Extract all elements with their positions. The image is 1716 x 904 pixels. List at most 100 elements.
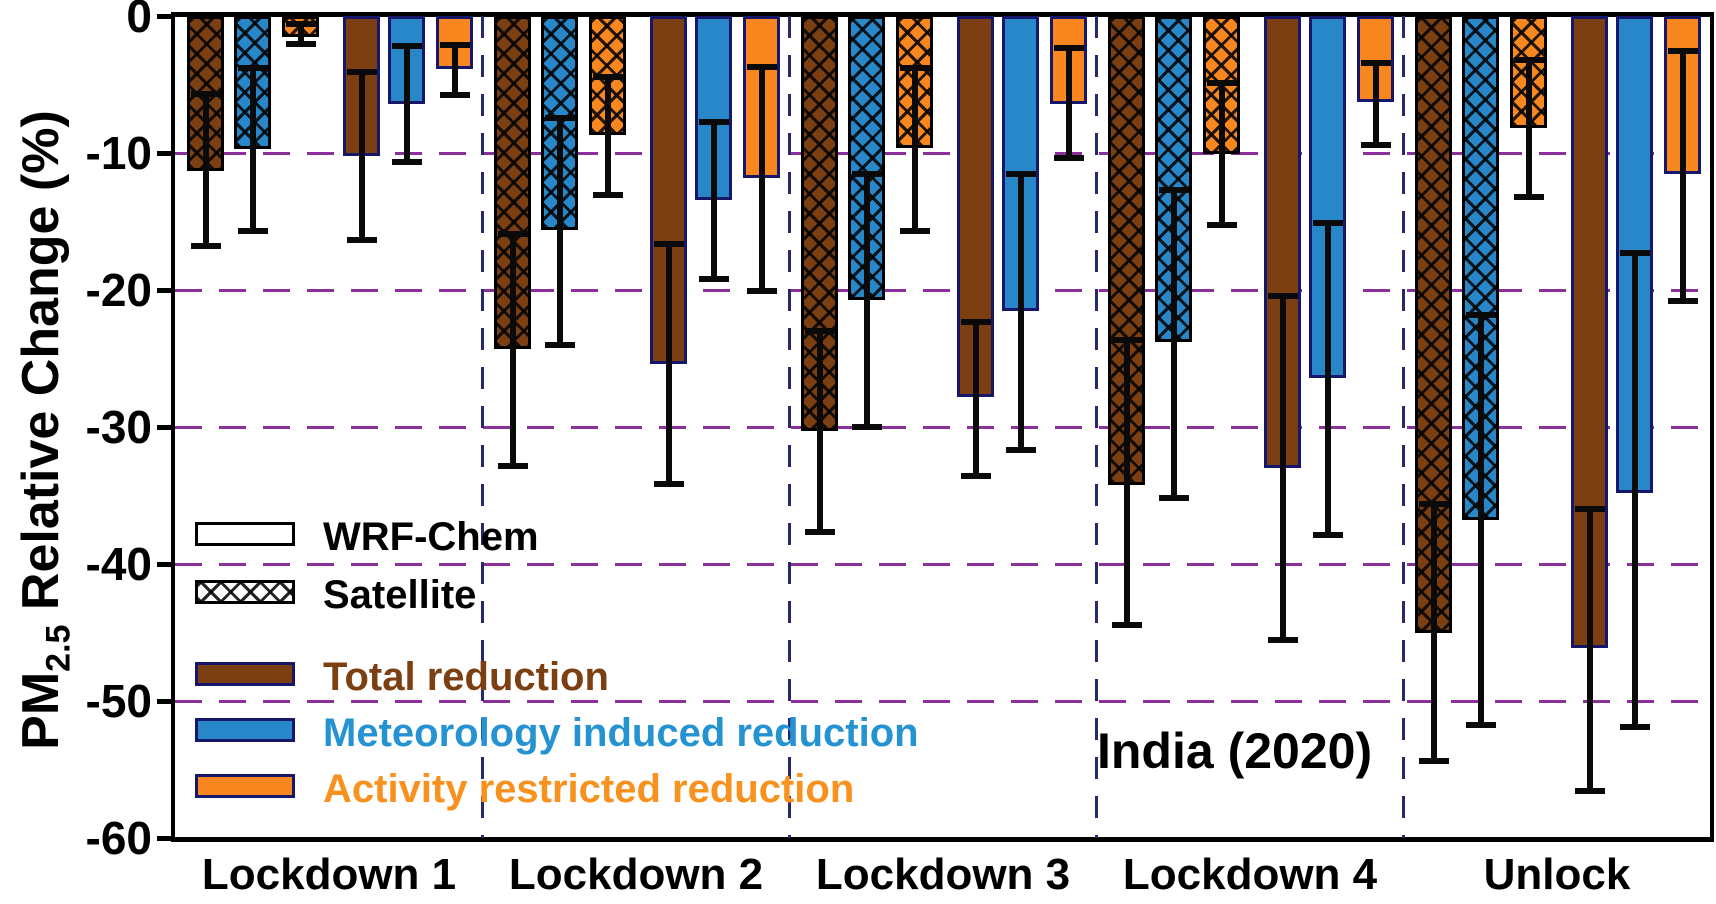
error-bar-cap-top: [1206, 80, 1237, 87]
error-bar-stem: [202, 91, 209, 249]
error-bar: [1513, 57, 1544, 200]
error-bar-cap-bottom: [1418, 758, 1449, 764]
error-bar-stem: [556, 114, 563, 348]
error-bar-stem: [451, 42, 458, 99]
plot-area: WRF-Chem Satellite Total reduction Meteo…: [175, 16, 1710, 838]
error-bar-stem: [1170, 187, 1177, 501]
error-bar-cap-top: [544, 114, 575, 121]
error-bar-cap-top: [1005, 170, 1036, 177]
bar-satellite-total-reduction-group5: [1414, 16, 1453, 633]
error-bar-stem: [1017, 170, 1024, 454]
error-bar-stem: [665, 240, 672, 488]
error-bar-cap-top: [1574, 506, 1605, 513]
error-bar-cap-bottom: [1267, 637, 1298, 644]
error-bar-cap-top: [746, 63, 777, 70]
x-tick-label-lockdown-1: Lockdown 1: [201, 850, 457, 899]
bars-layer: [175, 16, 1710, 838]
y-tickmark--20: [157, 287, 175, 293]
bar-wrf-chem-total-reduction-group5: [1570, 16, 1609, 648]
error-bar: [1312, 220, 1343, 538]
group-divider: [1094, 16, 1098, 838]
error-bar-cap-bottom: [544, 341, 575, 348]
error-bar-stem: [972, 318, 979, 480]
error-bar: [1360, 59, 1391, 148]
error-bar-cap-top: [1465, 311, 1496, 318]
error-bar-cap-bottom: [1053, 155, 1084, 162]
y-tickmark--60: [157, 835, 175, 841]
error-bar-stem: [1430, 500, 1437, 764]
error-bar-cap-top: [439, 42, 470, 49]
error-bar-cap-top: [804, 328, 835, 335]
error-bar-stem: [710, 118, 717, 282]
error-bar-cap-bottom: [960, 473, 991, 480]
error-bar-cap-bottom: [497, 463, 528, 470]
error-bar: [1206, 80, 1237, 229]
error-bar-stem: [1324, 220, 1331, 538]
grid-layer: [175, 16, 1710, 838]
error-bar-cap-top: [851, 170, 882, 177]
error-bar-cap-top: [1312, 220, 1343, 227]
error-bar-cap-bottom: [391, 159, 422, 166]
error-bar-stem: [1586, 506, 1593, 795]
gridline--50: [175, 699, 1710, 703]
y-tick-label-minus10: -10: [85, 127, 152, 179]
error-bar: [899, 65, 930, 234]
y-tickmark--50: [157, 698, 175, 704]
error-bar-stem: [1525, 57, 1532, 200]
group-divider: [480, 16, 484, 838]
y-tickmark--10: [157, 150, 175, 156]
legend-label: Activity restricted reduction: [323, 767, 855, 811]
error-bar-cap-bottom: [1667, 297, 1698, 304]
legend-swatch-meteorology-reduction: [195, 718, 295, 742]
y-tickmark--30: [157, 424, 175, 430]
error-bar-cap-top: [1158, 187, 1189, 194]
plot-frame: [171, 12, 1714, 842]
error-bar-cap-top: [653, 240, 684, 247]
error-bar-cap-top: [1619, 250, 1650, 257]
error-bar-cap-top: [1360, 59, 1391, 66]
error-bar-cap-top: [1053, 44, 1084, 51]
error-bar-cap-bottom: [190, 242, 221, 249]
error-bar-stem: [816, 328, 823, 536]
y-tick-label-minus60: -60: [85, 812, 152, 864]
error-bar-cap-bottom: [237, 227, 268, 234]
y-tick-label-0: 0: [126, 0, 152, 42]
error-bar-cap-bottom: [592, 192, 623, 199]
error-bar-cap-bottom: [1005, 447, 1036, 454]
error-bar: [439, 42, 470, 99]
error-bar-stem: [1279, 292, 1286, 644]
error-bar-cap-bottom: [1206, 222, 1237, 229]
error-bar: [1418, 500, 1449, 764]
error-bar: [960, 318, 991, 480]
y-tick-label-minus30: -30: [85, 401, 152, 453]
y-tick-label-minus20: -20: [85, 264, 152, 316]
y-tick-label-minus50: -50: [85, 675, 152, 727]
error-bar-cap-bottom: [1111, 622, 1142, 629]
error-bar-stem: [1065, 44, 1072, 162]
annotation-india-2020: India (2020): [1097, 723, 1373, 779]
error-bar-cap-top: [285, 21, 316, 28]
gridline--30: [175, 425, 1710, 429]
error-bar-cap-bottom: [804, 529, 835, 536]
error-bar: [1053, 44, 1084, 162]
error-bar-cap-top: [1513, 57, 1544, 64]
x-tick-label-lockdown-4: Lockdown 4: [1122, 850, 1378, 899]
gridline--40: [175, 562, 1710, 566]
error-bar-stem: [297, 21, 304, 48]
error-bar: [497, 231, 528, 470]
error-bar-cap-bottom: [1513, 193, 1544, 200]
error-bar-stem: [1372, 59, 1379, 148]
bar-satellite-meteorology-induced-reduction-group4: [1154, 16, 1193, 343]
error-bar-cap-bottom: [1312, 531, 1343, 538]
error-bar-cap-bottom: [899, 227, 930, 234]
legend-swatch-activity-reduction: [195, 774, 295, 798]
error-bar: [804, 328, 835, 536]
error-bar-stem: [758, 63, 765, 295]
error-bar-stem: [1218, 80, 1225, 229]
error-bar-cap-bottom: [1158, 494, 1189, 501]
error-bar-stem: [358, 69, 365, 244]
x-tick-label-lockdown-3: Lockdown 3: [815, 850, 1071, 899]
error-bar: [1465, 311, 1496, 729]
error-bar-cap-bottom: [698, 275, 729, 282]
error-bar: [1005, 170, 1036, 454]
